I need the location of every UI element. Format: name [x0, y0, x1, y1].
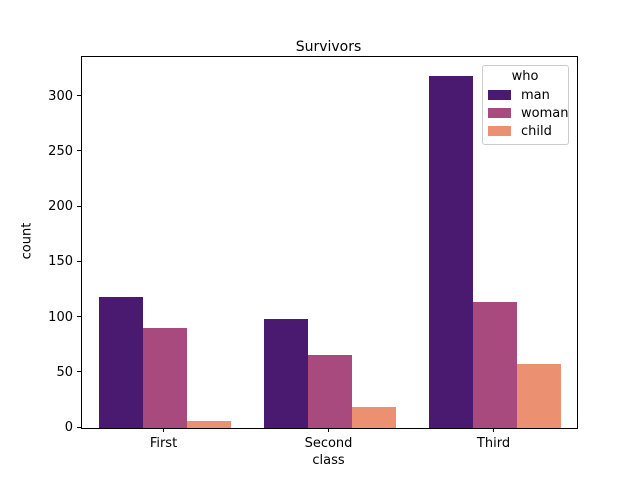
legend-swatch-woman: [488, 108, 511, 118]
legend-swatch-child: [488, 126, 511, 136]
x-tick-label: Second: [304, 436, 353, 451]
legend: who man woman child: [482, 65, 569, 145]
bar-first-child: [186, 421, 231, 428]
bar-second-child: [351, 407, 396, 428]
legend-label: man: [521, 87, 550, 103]
y-tick-mark: [77, 150, 81, 152]
y-tick-label: 300: [48, 88, 73, 104]
bar-third-woman: [472, 302, 517, 428]
x-tick-label: Third: [476, 436, 511, 451]
y-tick-label: 100: [48, 309, 73, 325]
y-tick-label: 200: [48, 199, 73, 215]
x-tick-label: First: [149, 436, 178, 451]
legend-title: who: [511, 69, 539, 84]
y-tick-label: 150: [48, 254, 73, 270]
x-axis-label: class: [312, 453, 345, 468]
bar-third-child: [516, 363, 561, 428]
y-tick-label: 0: [64, 420, 73, 435]
bar-second-man: [263, 318, 308, 428]
x-tick-mark: [493, 428, 494, 432]
legend-swatch-man: [488, 90, 511, 100]
y-tick-mark: [77, 260, 81, 262]
legend-item-man: man: [488, 86, 562, 104]
y-tick-label: 50: [56, 364, 73, 380]
y-tick-mark: [77, 371, 81, 373]
y-tick-label: 250: [48, 143, 73, 159]
y-tick-mark: [77, 316, 81, 318]
x-tick-mark: [163, 428, 164, 432]
legend-item-woman: woman: [488, 104, 568, 122]
legend-label: woman: [521, 105, 569, 121]
legend-label: child: [521, 123, 552, 139]
bar-first-man: [98, 296, 143, 428]
y-tick-mark: [77, 95, 81, 97]
bar-first-woman: [142, 327, 187, 428]
x-tick-mark: [328, 428, 329, 432]
y-tick-mark: [77, 426, 81, 428]
y-tick-mark: [77, 205, 81, 207]
legend-item-child: child: [488, 122, 562, 140]
chart-title: Survivors: [295, 39, 362, 55]
bar-third-man: [428, 75, 473, 428]
y-axis-label: count: [19, 222, 35, 260]
bar-second-woman: [307, 355, 352, 428]
